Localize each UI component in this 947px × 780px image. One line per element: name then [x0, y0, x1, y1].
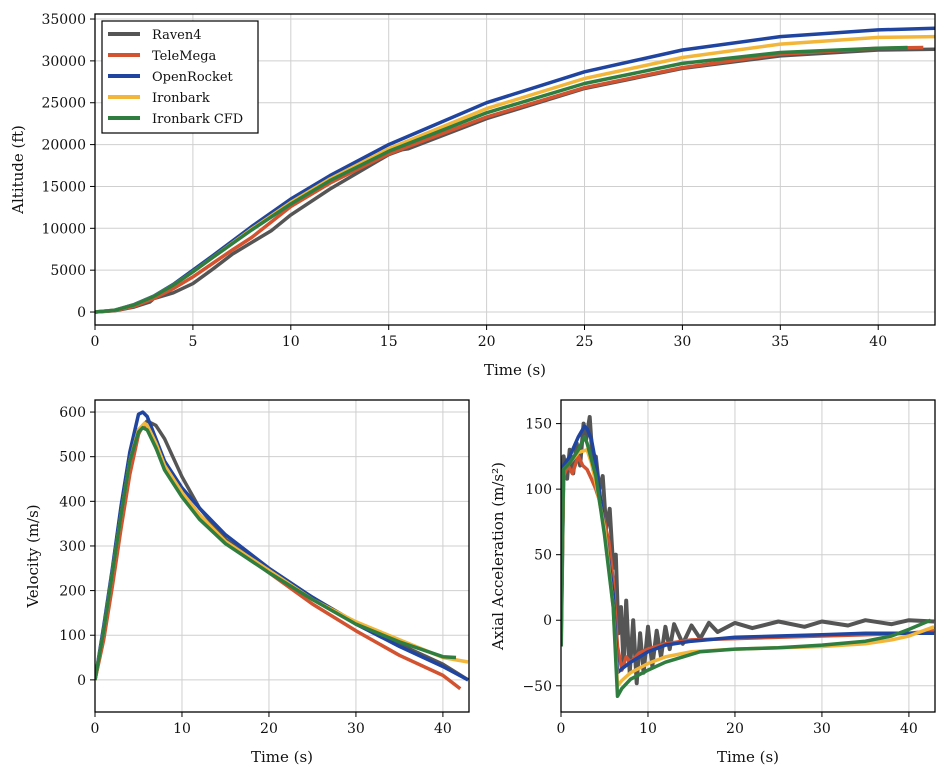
plot-frame	[94, 13, 936, 326]
y-tick-label: 100	[525, 482, 552, 498]
velocity-x-label: Time (s)	[251, 748, 313, 766]
legend-label: Raven4	[152, 28, 202, 43]
x-tick-label: 40	[869, 334, 887, 350]
x-tick-label: 0	[557, 721, 566, 737]
x-tick-label: 30	[673, 334, 691, 350]
x-tick-label: 10	[173, 721, 191, 737]
acceleration-y-label: Axial Acceleration (m/s²)	[489, 462, 507, 651]
series-line-ironbark	[561, 448, 935, 688]
altitude-chart: 0 5 10 15 20 25 30 35 40 0 5000 10000 15000 20000 2500…	[41, 12, 936, 350]
y-tick-label: 0	[77, 673, 86, 689]
legend-label: Ironbark	[152, 91, 210, 106]
x-tick-label: 15	[380, 334, 398, 350]
y-tick-label: 15000	[41, 179, 86, 195]
series-line-ironbark-cfd	[95, 425, 457, 681]
y-tick-label: 300	[59, 539, 86, 555]
altitude-x-label: Time (s)	[484, 361, 546, 379]
series-line-ironbark	[95, 421, 469, 681]
velocity-y-label: Velocity (m/s)	[24, 504, 42, 608]
series-line-ironbark-cfd	[561, 434, 932, 699]
x-tick-label: 20	[726, 721, 744, 737]
y-tick-label: 30000	[41, 54, 86, 70]
legend-label: OpenRocket	[152, 70, 234, 85]
x-tick-label: 0	[91, 721, 100, 737]
y-tick-label: 200	[59, 584, 86, 600]
y-tick-label: 100	[59, 628, 86, 644]
y-tick-label: 50	[534, 548, 552, 564]
legend-label: Ironbark CFD	[152, 112, 243, 127]
y-tick-label: 20000	[41, 138, 86, 154]
y-tick-label: 600	[59, 405, 86, 421]
y-tick-label: 0	[77, 305, 86, 321]
y-tick-label: 400	[59, 494, 86, 510]
x-tick-label: 25	[576, 334, 594, 350]
y-tick-label: 10000	[41, 221, 86, 237]
x-tick-label: 5	[188, 334, 197, 350]
x-tick-label: 30	[347, 721, 365, 737]
legend-label: TeleMega	[152, 49, 217, 64]
y-tick-label: 500	[59, 450, 86, 466]
altitude-y-label: Altitude (ft)	[9, 125, 27, 215]
x-tick-label: 0	[91, 334, 100, 350]
x-tick-label: 20	[260, 721, 278, 737]
acceleration-x-label: Time (s)	[717, 748, 779, 766]
series-line-telemega	[95, 45, 924, 314]
acceleration-chart: 0 10 20 30 40 −50 0 50 100 150	[522, 399, 936, 737]
y-tick-label: 5000	[50, 263, 86, 279]
y-tick-label: 25000	[41, 96, 86, 112]
series-line-raven4	[95, 419, 469, 682]
plot-frame	[94, 399, 470, 713]
x-tick-label: 10	[282, 334, 300, 350]
y-tick-label: 0	[543, 613, 552, 629]
y-tick-label: 35000	[41, 12, 86, 28]
x-tick-label: 35	[771, 334, 789, 350]
x-tick-label: 30	[813, 721, 831, 737]
y-tick-label: −50	[522, 679, 552, 695]
x-tick-label: 20	[478, 334, 496, 350]
x-tick-label: 10	[639, 721, 657, 737]
x-tick-label: 40	[900, 721, 918, 737]
series-line-ironbark-cfd	[95, 45, 908, 314]
plot-frame	[560, 399, 936, 713]
y-tick-label: 150	[525, 417, 552, 433]
x-tick-label: 40	[434, 721, 452, 737]
legend: Raven4 TeleMega OpenRocket Ironbark Iron…	[101, 20, 259, 134]
